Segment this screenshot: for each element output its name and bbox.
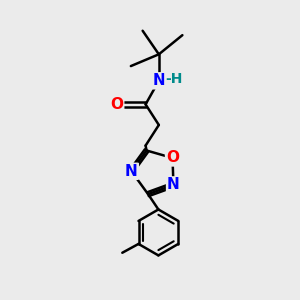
Text: N: N bbox=[152, 73, 165, 88]
Text: O: O bbox=[166, 150, 179, 165]
Text: -H: -H bbox=[166, 72, 183, 86]
Text: N: N bbox=[167, 177, 180, 192]
Text: N: N bbox=[125, 164, 138, 179]
Text: O: O bbox=[110, 97, 123, 112]
